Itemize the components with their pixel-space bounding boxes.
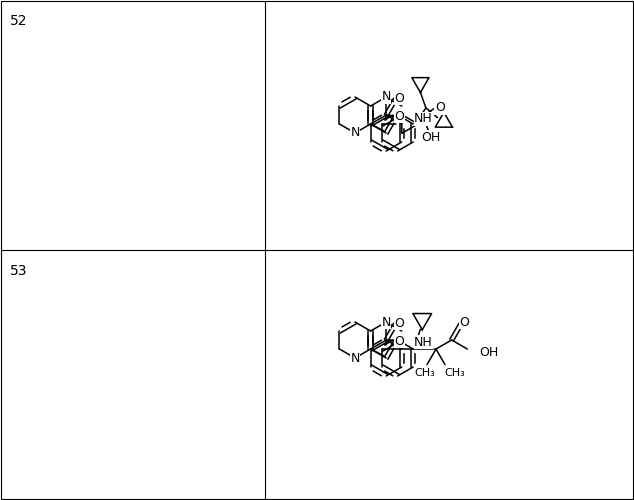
Text: O: O	[460, 316, 470, 329]
Text: O: O	[394, 110, 404, 123]
Text: N: N	[351, 352, 359, 364]
Text: OH: OH	[421, 130, 441, 143]
Text: CH₃: CH₃	[415, 368, 436, 378]
Text: N: N	[382, 90, 391, 104]
Text: CH₃: CH₃	[444, 368, 465, 378]
Text: O: O	[394, 317, 404, 330]
Text: OH: OH	[479, 346, 498, 358]
Text: N: N	[382, 316, 391, 328]
Text: NH: NH	[414, 112, 433, 126]
Text: O: O	[435, 101, 445, 114]
Text: 52: 52	[10, 14, 27, 28]
Text: O: O	[394, 335, 404, 348]
Text: O: O	[394, 92, 404, 105]
Text: NH: NH	[414, 336, 433, 348]
Text: N: N	[351, 126, 359, 140]
Text: 53: 53	[10, 264, 27, 278]
